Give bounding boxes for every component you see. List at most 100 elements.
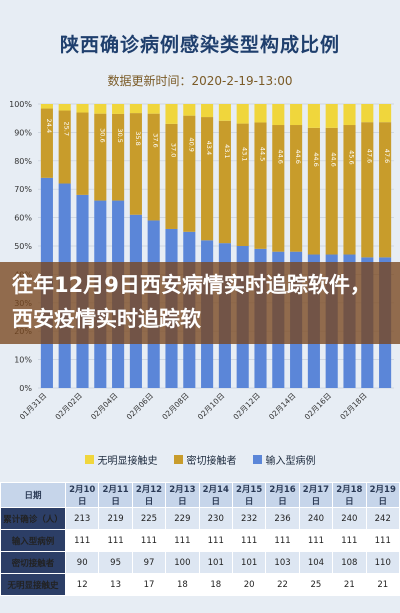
x-tick-label: 02月06日: [125, 391, 155, 421]
y-tick-label: 0%: [19, 384, 32, 393]
bar-segment: [343, 104, 356, 126]
bar-segment: [112, 113, 125, 201]
y-tick-label: 80%: [14, 157, 32, 166]
table-cell: 219: [98, 507, 133, 530]
bar-segment: [379, 104, 392, 123]
table-cell: 18: [165, 573, 200, 596]
data-label: 37.6: [152, 133, 160, 147]
data-label: 43.1: [223, 144, 231, 158]
table-row-label: 累计确诊（人）: [0, 507, 66, 530]
y-tick-label: 90%: [14, 128, 32, 137]
table-cell: 111: [231, 529, 267, 552]
table-row: 无明显接触史 12 13 17 18 18 20 22 25 21 21: [0, 573, 400, 596]
table-cell: 111: [165, 529, 200, 552]
table-cell: 100: [165, 551, 200, 574]
banner-headline[interactable]: 往年12月9日西安病情实时追踪软件，西安疫情实时追踪软: [12, 273, 371, 331]
table-header-date: 2月16日: [265, 482, 300, 508]
bar-segment: [254, 122, 267, 249]
table-cell: 108: [332, 551, 367, 574]
bar-segment: [254, 104, 267, 123]
bar-segment: [147, 104, 160, 114]
table-cell: 242: [365, 507, 400, 530]
bar-segment: [94, 113, 107, 201]
table-cell: 110: [365, 551, 400, 574]
legend-label: 输入型病例: [265, 455, 316, 467]
table-header-date: 2月10日: [64, 482, 100, 508]
data-label: 30.6: [98, 128, 106, 142]
data-label: 37.0: [170, 143, 178, 157]
table-cell: 12: [64, 573, 100, 596]
data-label: 47.6: [365, 149, 373, 163]
y-axis-ticks: 0%10%20%30%40%50%60%70%80%90%100%: [9, 100, 32, 393]
bar-segment: [272, 125, 285, 252]
data-label: 44.6: [276, 149, 284, 163]
x-tick-label: 02月10日: [196, 391, 226, 421]
table-row-label: 无明显接触史: [0, 573, 66, 596]
x-tick-label: 02月02日: [53, 391, 83, 421]
data-table-grid: 日期 2月10日 2月11日 2月12日 2月13日 2月14日 2月15日 2月16日 2月…: [0, 482, 400, 596]
bar-segment: [379, 122, 392, 258]
table-header-date: 2月12日: [131, 482, 167, 508]
x-tick-label: 01月31日: [18, 391, 48, 421]
table-cell: 230: [198, 507, 233, 530]
data-label: 30.5: [116, 128, 124, 142]
bar-segment: [290, 125, 303, 252]
bar-segment: [40, 108, 53, 178]
table-cell: 111: [98, 529, 133, 552]
y-tick-label: 100%: [9, 100, 32, 109]
table-cell: 101: [198, 551, 233, 574]
legend: 无明显接触史 密切接触者 输入型病例: [0, 447, 400, 471]
y-tick-label: 60%: [14, 214, 32, 223]
table-row: 输入型病例 111 111 111 111 111 111 111 111 111 111: [0, 529, 400, 552]
data-label: 44.6: [312, 152, 320, 166]
data-labels: 24.4 25.7 30.6 30.5 35.8 37.6 37.0 40.9 43.4 43.1…: [45, 119, 391, 167]
data-label: 45.6: [348, 150, 356, 164]
bar-segment: [325, 104, 338, 128]
data-label: 44.5: [259, 147, 267, 161]
x-tick-label: 02月04日: [89, 391, 119, 421]
table-cell: 240: [332, 507, 367, 530]
table-cell: 213: [64, 507, 100, 530]
table-cell: 111: [365, 529, 400, 552]
legend-item-close-contact: 密切接触者: [173, 452, 237, 467]
bar-segment: [165, 104, 178, 124]
table-cell: 111: [298, 529, 334, 552]
x-tick-label: 02月14日: [267, 391, 297, 421]
chart-title: 陕西确诊病例感染类型构成比例: [59, 34, 340, 56]
y-tick-label: 10%: [14, 356, 32, 365]
table-cell: 111: [198, 529, 233, 552]
bar-segment: [58, 104, 71, 111]
x-tick-label: 02月08日: [160, 391, 190, 421]
data-label: 47.6: [383, 149, 391, 163]
bar-segment: [307, 127, 320, 255]
legend-label: 无明显接触史: [97, 455, 158, 467]
table-cell: 225: [131, 507, 167, 530]
table-header-date: 2月19日: [365, 482, 400, 508]
table-row-label: 输入型病例: [0, 529, 66, 552]
update-time: 数据更新时间：2020-2-19-13:00: [107, 74, 293, 88]
bar-segment: [58, 110, 71, 184]
table-header-date: 2月17日: [298, 482, 334, 508]
data-label: 35.8: [134, 131, 142, 145]
table-cell: 18: [198, 573, 233, 596]
bar-segment: [165, 123, 178, 229]
table-cell: 17: [131, 573, 167, 596]
bar-segment: [343, 125, 356, 255]
data-label: 25.7: [63, 122, 71, 136]
bar-segment: [201, 104, 214, 118]
bar-segment: [218, 104, 231, 121]
table-cell: 111: [131, 529, 167, 552]
x-axis-ticks: 01月31日 02月02日 02月04日 02月06日 02月08日 02月10日 02月1…: [18, 391, 369, 421]
overlay-banner[interactable]: 往年12月9日西安病情实时追踪软件，西安疫情实时追踪软: [0, 262, 400, 344]
table-header-label: 日期: [0, 482, 66, 508]
bar-segment: [201, 117, 214, 241]
table-body: 累计确诊（人） 213 219 225 229 230 232 236 240 240 242 输入型…: [0, 507, 400, 596]
table-header-row: 日期 2月10日 2月11日 2月12日 2月13日 2月14日 2月15日 2月16日 2月…: [0, 482, 400, 508]
bar-segment: [307, 104, 320, 128]
bar-segment: [112, 104, 125, 114]
bar-segment: [290, 104, 303, 126]
x-tick-label: 02月12日: [231, 391, 261, 421]
table-cell: 103: [265, 551, 300, 574]
bar-segment: [76, 104, 89, 113]
table-cell: 95: [98, 551, 133, 574]
